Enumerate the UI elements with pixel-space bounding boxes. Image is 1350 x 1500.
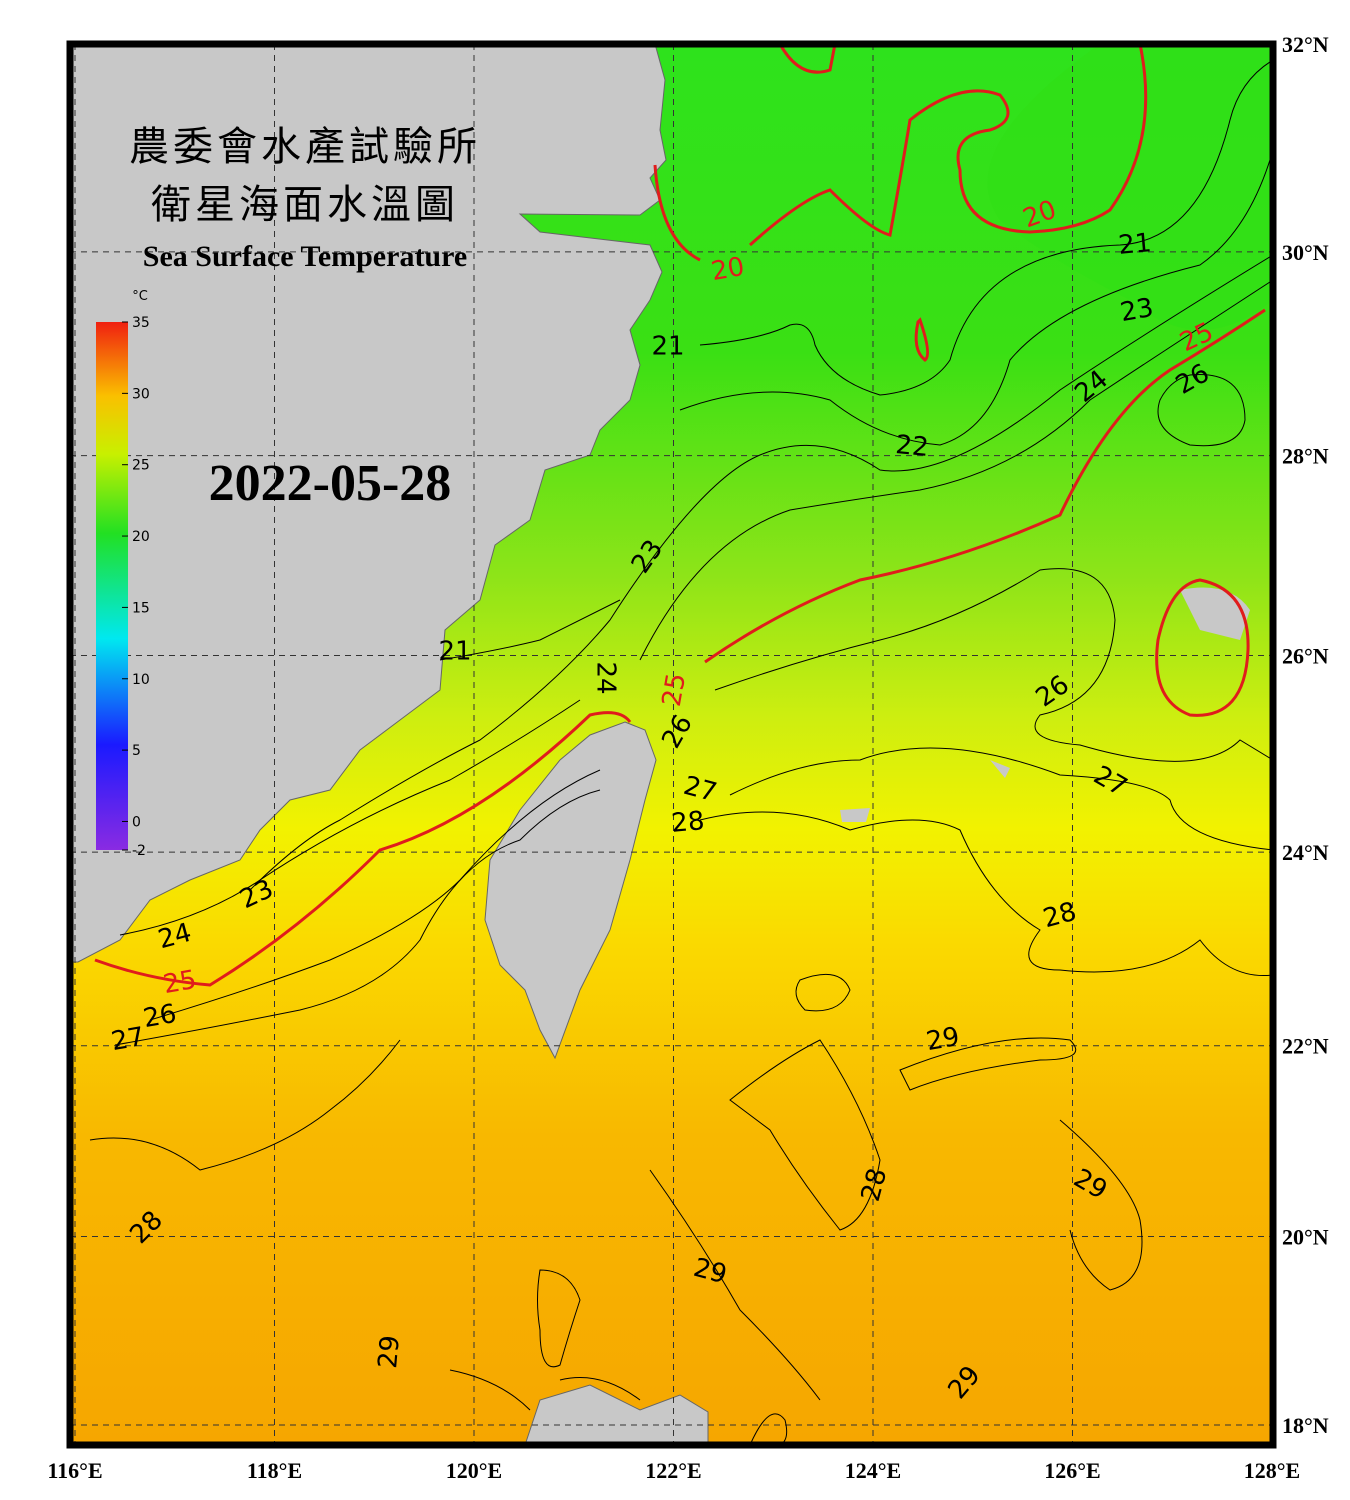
map-frame — [66, 40, 1277, 1449]
contour-label: 29 — [373, 1334, 406, 1370]
colorbar-tick-label: -2 — [132, 843, 146, 859]
colorbar-tick-label: 35 — [132, 315, 150, 331]
colorbar-tick-label: 15 — [132, 600, 150, 616]
contour-line — [679, 149, 1273, 446]
lat-label: 24°N — [1282, 840, 1329, 865]
lon-label: 116°E — [47, 1458, 102, 1483]
lon-label: 126°E — [1044, 1458, 1100, 1483]
island — [1180, 587, 1250, 640]
contour-label: 21 — [438, 637, 471, 667]
island — [840, 760, 1010, 822]
colorbar-unit: °C — [132, 289, 148, 304]
contour-line — [1157, 374, 1246, 447]
colorbar-tick-label: 20 — [132, 529, 150, 545]
land-taiwan — [484, 721, 657, 1060]
contour-line — [149, 769, 601, 1021]
contour-label: 25 — [657, 671, 692, 709]
contour-line — [653, 164, 701, 262]
contour-line — [449, 1369, 641, 1411]
contour-line — [914, 317, 930, 362]
contour-label: 22 — [894, 430, 930, 463]
colorbar-tick-label: 25 — [132, 458, 150, 474]
title-zh-1: 農委會水產試驗所 — [129, 124, 481, 170]
title-en: Sea Surface Temperature — [143, 240, 467, 273]
contour-label: 27 — [109, 1022, 147, 1057]
lat-label: 26°N — [1282, 644, 1329, 669]
contour-line — [537, 1269, 581, 1368]
contour-line — [749, 1413, 788, 1445]
lat-label: 20°N — [1282, 1225, 1329, 1250]
contour-line — [714, 568, 1273, 762]
lat-label: 30°N — [1282, 240, 1329, 265]
lon-label: 128°E — [1244, 1458, 1300, 1483]
title-zh-2: 衛星海面水溫圖 — [151, 182, 459, 228]
map-body: 2020212121222323232424242525252626262627… — [70, 44, 1273, 1445]
colorbar-tick-label: 5 — [132, 743, 141, 759]
land-luzon — [524, 1384, 709, 1445]
contour-label: 26 — [141, 999, 179, 1034]
contour-line — [639, 279, 1273, 661]
lat-label: 18°N — [1282, 1413, 1329, 1438]
lon-label: 124°E — [845, 1458, 901, 1483]
contour-label: 28 — [670, 806, 706, 839]
lon-label: 118°E — [247, 1458, 302, 1483]
contour-line — [119, 699, 581, 936]
contour-line — [699, 59, 1273, 396]
cool-water — [987, 44, 1273, 330]
contour-line — [699, 811, 1273, 977]
contour-line — [439, 599, 621, 661]
contour-line — [778, 44, 837, 74]
contour-label: 23 — [1118, 293, 1156, 328]
lon-label: 120°E — [446, 1458, 502, 1483]
colorbar-tick-label: 10 — [132, 672, 150, 688]
contour-line — [704, 308, 1266, 664]
colorbar-tick-label: 0 — [132, 814, 141, 830]
colorbar — [96, 322, 128, 850]
contour-line — [89, 1039, 401, 1171]
contour-line — [729, 1039, 881, 1231]
contour-line — [729, 747, 1273, 851]
contour-line — [899, 1037, 1077, 1091]
contour-line — [795, 973, 851, 1012]
contour-label: 20 — [709, 252, 747, 287]
contour-line — [249, 254, 1273, 891]
lat-label: 22°N — [1282, 1034, 1329, 1059]
contour-label: 29 — [924, 1022, 962, 1057]
contour-line — [114, 789, 601, 1046]
contour-line — [1059, 1119, 1143, 1291]
contour-line — [94, 711, 632, 987]
contour-label: 24 — [591, 661, 621, 694]
contour-label: 21 — [651, 332, 684, 362]
colorbar-tick-label: 30 — [132, 386, 150, 402]
lat-label: 32°N — [1282, 32, 1329, 57]
contour-line — [1155, 578, 1250, 717]
date: 2022-05-28 — [209, 455, 452, 512]
contour-line — [748, 44, 1148, 247]
lat-label: 28°N — [1282, 444, 1329, 469]
contour-line — [649, 1169, 821, 1401]
lon-label: 122°E — [645, 1458, 701, 1483]
contour-label: 25 — [161, 965, 199, 1000]
contour-label: 21 — [1117, 228, 1153, 261]
